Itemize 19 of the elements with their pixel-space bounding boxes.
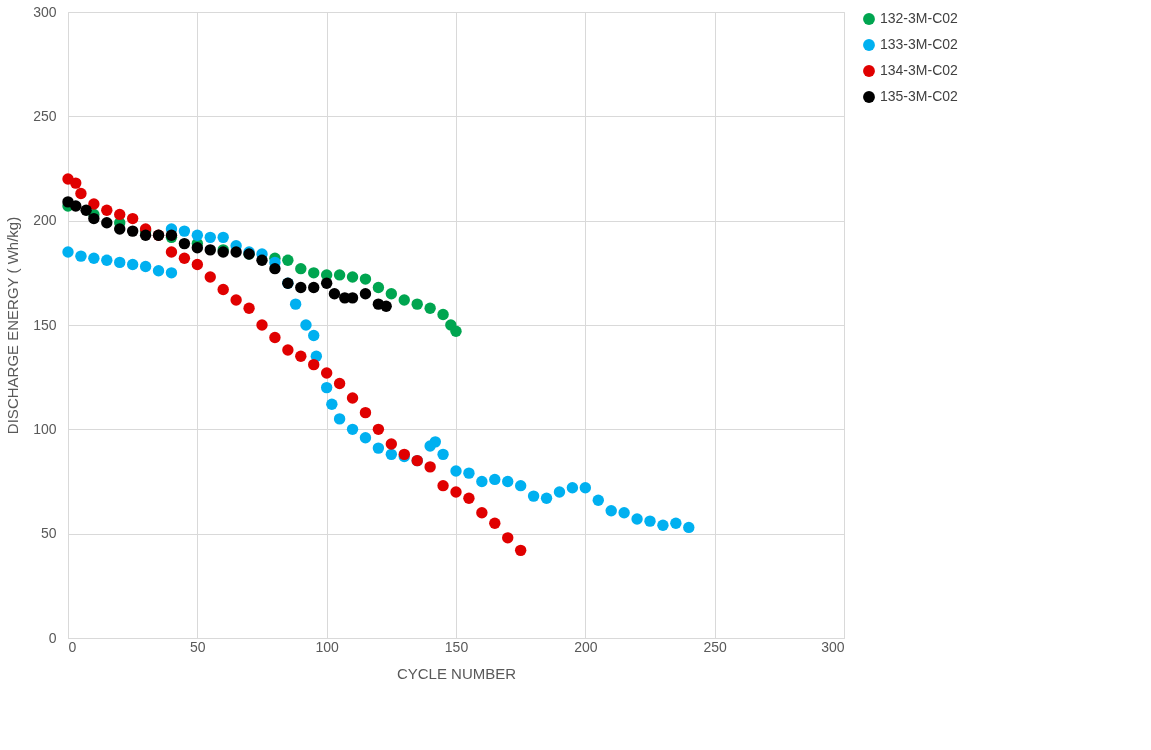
x-tick-label: 250	[703, 638, 728, 655]
y-tick-label: 100	[33, 420, 57, 437]
legend-label: 132-3M-C02	[880, 10, 959, 26]
x-tick-label: 50	[190, 638, 206, 655]
x-tick-label: 0	[68, 638, 77, 655]
y-tick-label: 200	[33, 212, 57, 229]
legend-label: 135-3M-C02	[880, 88, 959, 104]
x-tick-label: 200	[574, 638, 598, 655]
y-axis-title: DISCHARGE ENERGY ( Wh/kg)	[4, 216, 22, 435]
x-tick-label: 150	[444, 638, 469, 655]
x-axis-title: CYCLE NUMBER	[396, 664, 517, 682]
y-tick-label: 150	[33, 316, 57, 333]
y-tick-label: 250	[33, 107, 57, 124]
x-tick-label: 300	[821, 638, 845, 655]
x-tick-label: 100	[315, 638, 340, 655]
y-tick-label: 300	[33, 3, 57, 20]
y-tick-label: 50	[40, 525, 57, 542]
legend-label: 133-3M-C02	[880, 36, 959, 52]
legend-label: 134-3M-C02	[880, 62, 959, 78]
